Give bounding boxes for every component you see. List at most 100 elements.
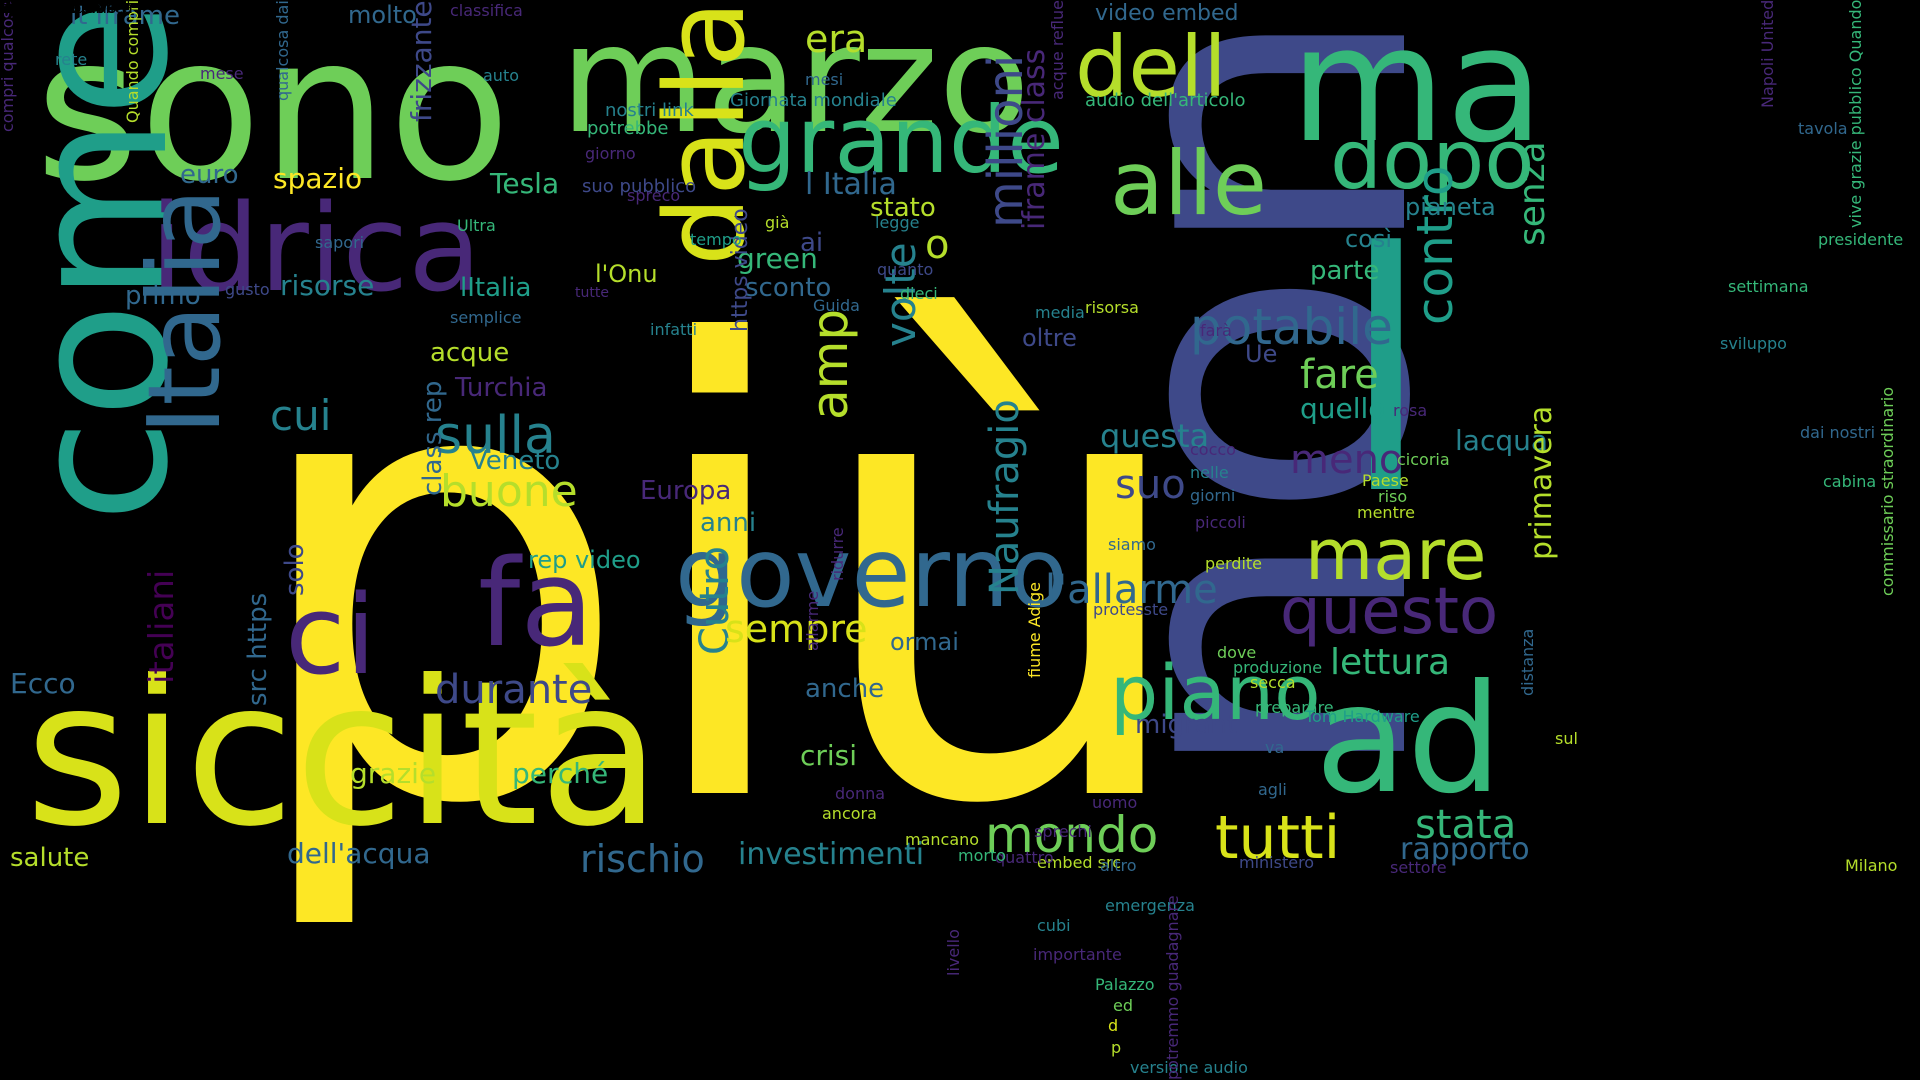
word-perche: perché <box>512 757 609 790</box>
word-crisi: crisi <box>800 739 858 772</box>
word-o: o <box>925 222 950 268</box>
word-tavola: tavola <box>1798 119 1848 138</box>
word-mesi: mesi <box>805 70 844 89</box>
word-potrebbe: potrebbe <box>587 118 669 139</box>
word-marzo: marzo <box>560 0 1031 167</box>
word-p: p <box>1111 1038 1122 1057</box>
word-idrica: idrica <box>150 180 482 319</box>
word-pianeta: pianeta <box>1405 193 1496 221</box>
word-piu: più <box>240 219 1199 940</box>
word-rischio: rischio <box>580 837 705 881</box>
word-governo: governo <box>675 517 1068 629</box>
word-fiume-adige: fiume Adige <box>1025 582 1044 678</box>
word-nostri-link: nostri link <box>605 100 694 121</box>
word-agli: agli <box>1258 780 1287 799</box>
word-ma: ma <box>1290 0 1544 178</box>
word-potabile: potabile <box>1190 298 1393 356</box>
word-giorni: giorni <box>1190 486 1236 505</box>
word-classifica: classifica <box>450 1 523 20</box>
word-mondo: mondo <box>985 806 1159 864</box>
word-rep-video: rep video <box>528 546 641 574</box>
word-gusto: gusto <box>225 280 270 299</box>
word-lallarme: l'allarme <box>1045 567 1218 613</box>
word-questo: questo <box>1280 575 1499 649</box>
word-turchia: Turchia <box>455 373 548 403</box>
word-suo-pubblico: suo pubblico <box>582 176 697 197</box>
word-ue: Ue <box>1245 340 1278 368</box>
word-acque: acque <box>430 338 510 368</box>
word-iframe-class: iframe class <box>1017 48 1052 230</box>
word-naufragio: Naufragio <box>982 399 1028 595</box>
word-hanno: hanno <box>0 0 51 17</box>
word-senza: senza <box>1512 141 1553 246</box>
word-corpo: corpo <box>0 0 46 17</box>
word-va: va <box>1265 738 1285 757</box>
word-italiani: italiani <box>142 569 182 684</box>
word-piano: piano <box>1110 648 1321 737</box>
word-mare: mare <box>1305 514 1487 596</box>
word-prosciutto: prosciutto <box>0 0 81 17</box>
word-emergenza: emergenza <box>1105 896 1195 915</box>
word-cocco: cocco <box>1190 440 1236 459</box>
word-solo: solo <box>280 543 310 596</box>
word-lettura: lettura <box>1330 642 1451 683</box>
word-c: c <box>0 0 9 17</box>
word-quello: quello <box>1300 392 1386 425</box>
word-wo-long: Wo Long <box>0 0 69 17</box>
word-livello: livello <box>944 929 963 976</box>
word-risorse: risorse <box>280 269 375 302</box>
word-sviluppo: sviluppo <box>1720 334 1787 353</box>
word-stato: stato <box>870 193 936 223</box>
word-dove: dove <box>1217 643 1257 662</box>
word-settimana: settimana <box>1728 277 1809 296</box>
word-questa: questa <box>1100 417 1210 455</box>
word-quando-compri: Quando compri <box>123 0 142 124</box>
word-napoli-united: Napoli United <box>1758 0 1777 109</box>
word-legge: legge <box>875 213 920 232</box>
word-tempo: tempo <box>690 230 742 249</box>
word-giorno: giorno <box>585 144 636 163</box>
word-ridurre: ridurre <box>828 527 847 581</box>
word-europa: Europa <box>640 476 732 506</box>
word-secca: secca <box>1250 673 1296 692</box>
word-uomo: uomo <box>1092 793 1138 812</box>
word-co: co <box>0 0 19 17</box>
word-importante: importante <box>1033 945 1122 964</box>
word-siccita: siccità <box>25 638 662 871</box>
word-ancora: ancora <box>822 804 877 823</box>
word-donna: donna <box>835 784 886 803</box>
word-rete: rete <box>55 50 88 69</box>
word-https-video: https video <box>728 208 753 332</box>
word-amp: amp <box>801 308 859 420</box>
word-nave: nave <box>0 0 40 17</box>
word-litalia: lItalia <box>460 273 532 303</box>
word-era: era <box>805 17 868 61</box>
word-tesla: Tesla <box>490 167 560 200</box>
word-presidente: presidente <box>1818 230 1904 249</box>
word-milano: Milano <box>1845 856 1898 875</box>
word-class-rep: class rep <box>418 380 448 496</box>
word-ecco: Ecco <box>10 667 76 700</box>
word-ormai: ormai <box>890 628 959 656</box>
word-cui: cui <box>270 391 332 440</box>
word-infatti: infatti <box>650 320 698 339</box>
word-siamo: siamo <box>1108 535 1156 554</box>
word-proteste: protesste <box>1093 600 1169 619</box>
word-suo: suo <box>1115 462 1186 508</box>
word-stata: stata <box>1415 802 1517 848</box>
word-paese: Paese <box>1362 471 1409 490</box>
word-rapporto: rapporto <box>1400 832 1530 867</box>
word-audio-dellarticolo: audio dell'articolo <box>1085 90 1246 111</box>
word-quattro: quattro <box>995 848 1054 867</box>
word-italia: Italia <box>126 188 243 435</box>
word-commissario-straordinario: commissario straordinario <box>1878 386 1897 596</box>
word-dai-nostri: dai nostri <box>1800 423 1876 442</box>
word-parte: parte <box>1310 256 1380 286</box>
word-ad: ad <box>1315 653 1503 827</box>
word-riso: riso <box>1378 487 1408 506</box>
word-sul: sul <box>1555 729 1578 748</box>
word-buone: buone <box>440 466 578 517</box>
word-lacqua: lacqua <box>1455 424 1549 457</box>
word-ministero: ministero <box>1239 853 1315 872</box>
word-potremmo-guadagnare: potremmo guadagnare <box>1163 895 1182 1080</box>
